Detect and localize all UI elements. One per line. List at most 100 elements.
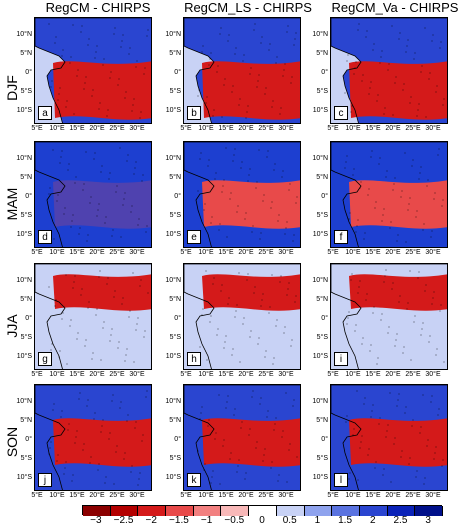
y-tick-label: 10°S <box>16 353 32 360</box>
anomaly-region <box>202 61 300 120</box>
x-tick-label: 15°E <box>365 492 381 499</box>
x-tick-label: 30°E <box>129 125 145 132</box>
coastline <box>35 264 151 369</box>
x-tick-label: 30°E <box>425 249 441 256</box>
x-tick-label: 5°E <box>31 125 43 132</box>
y-tick-label: 0° <box>321 193 328 200</box>
colorbar-segment <box>415 506 443 516</box>
x-tick-label: 10°E <box>49 125 65 132</box>
y-tick-label: 5°N <box>316 174 328 181</box>
coastline <box>35 18 151 123</box>
coastline <box>331 264 447 369</box>
x-tick-label: 30°E <box>425 492 441 499</box>
y-tick-label: 0° <box>174 193 181 200</box>
y-tick-label: 5°S <box>20 212 32 219</box>
map-panel: h <box>183 263 301 370</box>
y-tick-label: 0° <box>25 193 32 200</box>
colorbar-tick-label: 2 <box>369 515 376 526</box>
column-title-2: RegCM_LS - CHIRPS <box>184 0 312 15</box>
column-title-1: RegCM - CHIRPS <box>45 0 151 15</box>
y-tick-label: 5°N <box>316 417 328 424</box>
map-field <box>35 18 151 123</box>
colorbar-tick-label: 1 <box>314 515 321 526</box>
x-tick-label: 10°E <box>49 371 65 378</box>
colorbar-segment <box>110 506 139 516</box>
map-panel: g <box>34 263 152 370</box>
x-tick-label: 10°E <box>345 371 361 378</box>
x-tick-label: 25°E <box>258 492 274 499</box>
x-tick-label: 25°E <box>109 125 125 132</box>
anomaly-region <box>202 418 300 467</box>
land-mass <box>35 142 151 247</box>
x-tick-label: 10°E <box>198 125 214 132</box>
map-panel: a <box>34 17 152 124</box>
panel-label: g <box>38 352 52 366</box>
y-tick-label: 0° <box>174 69 181 76</box>
y-tick-label: 5°N <box>20 296 32 303</box>
y-tick-label: 5°N <box>20 174 32 181</box>
x-tick-label: 30°E <box>129 492 145 499</box>
x-tick-label: 5°E <box>180 249 192 256</box>
panel-label: k <box>187 473 201 487</box>
colorbar-tick-label: 2.5 <box>393 515 408 526</box>
y-tick-label: 10°N <box>312 155 328 162</box>
x-tick-label: 30°E <box>425 125 441 132</box>
y-tick-label: 5°S <box>20 455 32 462</box>
y-tick-label: 5°S <box>316 212 328 219</box>
colorbar-tick-label: 0.5 <box>282 515 297 526</box>
panel-label: d <box>38 230 52 244</box>
y-tick-label: 10°S <box>16 107 32 114</box>
coastline <box>184 264 300 369</box>
x-tick-label: 5°E <box>31 492 43 499</box>
y-tick-label: 5°S <box>169 212 181 219</box>
panel-label: c <box>334 106 348 120</box>
x-tick-label: 5°E <box>180 371 192 378</box>
map-field <box>331 385 447 490</box>
anomaly-region <box>349 274 447 311</box>
y-tick-label: 10°N <box>312 277 328 284</box>
map-panel: f <box>330 141 448 248</box>
colorbar-tick-label: 0 <box>259 515 265 526</box>
y-tick-label: 5°N <box>169 296 181 303</box>
x-tick-label: 10°E <box>198 492 214 499</box>
coastline <box>35 142 151 247</box>
anomaly-region <box>202 274 300 311</box>
map-panel: j <box>34 384 152 491</box>
anomaly-region <box>53 180 151 229</box>
colorbar-tick-label: 3 <box>425 515 431 526</box>
y-tick-label: 10°S <box>312 107 328 114</box>
map-panel: d <box>34 141 152 248</box>
x-tick-label: 15°E <box>69 249 85 256</box>
x-tick-label: 20°E <box>238 492 254 499</box>
colorbar-segment <box>138 506 167 516</box>
y-tick-label: 0° <box>174 436 181 443</box>
colorbar-tick-label: 1.5 <box>338 515 353 526</box>
x-tick-label: 20°E <box>385 249 401 256</box>
map-field <box>331 264 447 369</box>
x-tick-label: 15°E <box>365 125 381 132</box>
y-tick-label: 0° <box>25 69 32 76</box>
y-tick-label: 5°S <box>316 88 328 95</box>
map-field <box>35 264 151 369</box>
colorbar <box>82 505 443 516</box>
y-tick-label: 5°S <box>20 88 32 95</box>
colorbar-segment <box>304 506 333 516</box>
x-tick-label: 30°E <box>129 371 145 378</box>
y-tick-label: 10°N <box>312 31 328 38</box>
y-tick-label: 10°N <box>165 31 181 38</box>
x-tick-label: 15°E <box>218 125 234 132</box>
column-title-3: RegCM_Va - CHIRPS <box>331 0 459 15</box>
panel-label: i <box>334 352 348 366</box>
colorbar-tick-label: −1 <box>200 515 213 526</box>
x-tick-label: 5°E <box>327 249 339 256</box>
x-tick-label: 15°E <box>69 125 85 132</box>
panel-label: e <box>187 230 201 244</box>
x-tick-label: 5°E <box>31 371 43 378</box>
x-tick-label: 15°E <box>218 249 234 256</box>
anomaly-region <box>53 418 151 467</box>
y-tick-label: 5°S <box>169 88 181 95</box>
colorbar-tick-label: −0.5 <box>224 515 245 526</box>
x-tick-label: 5°E <box>327 492 339 499</box>
x-tick-label: 5°E <box>327 125 339 132</box>
map-field <box>184 264 300 369</box>
